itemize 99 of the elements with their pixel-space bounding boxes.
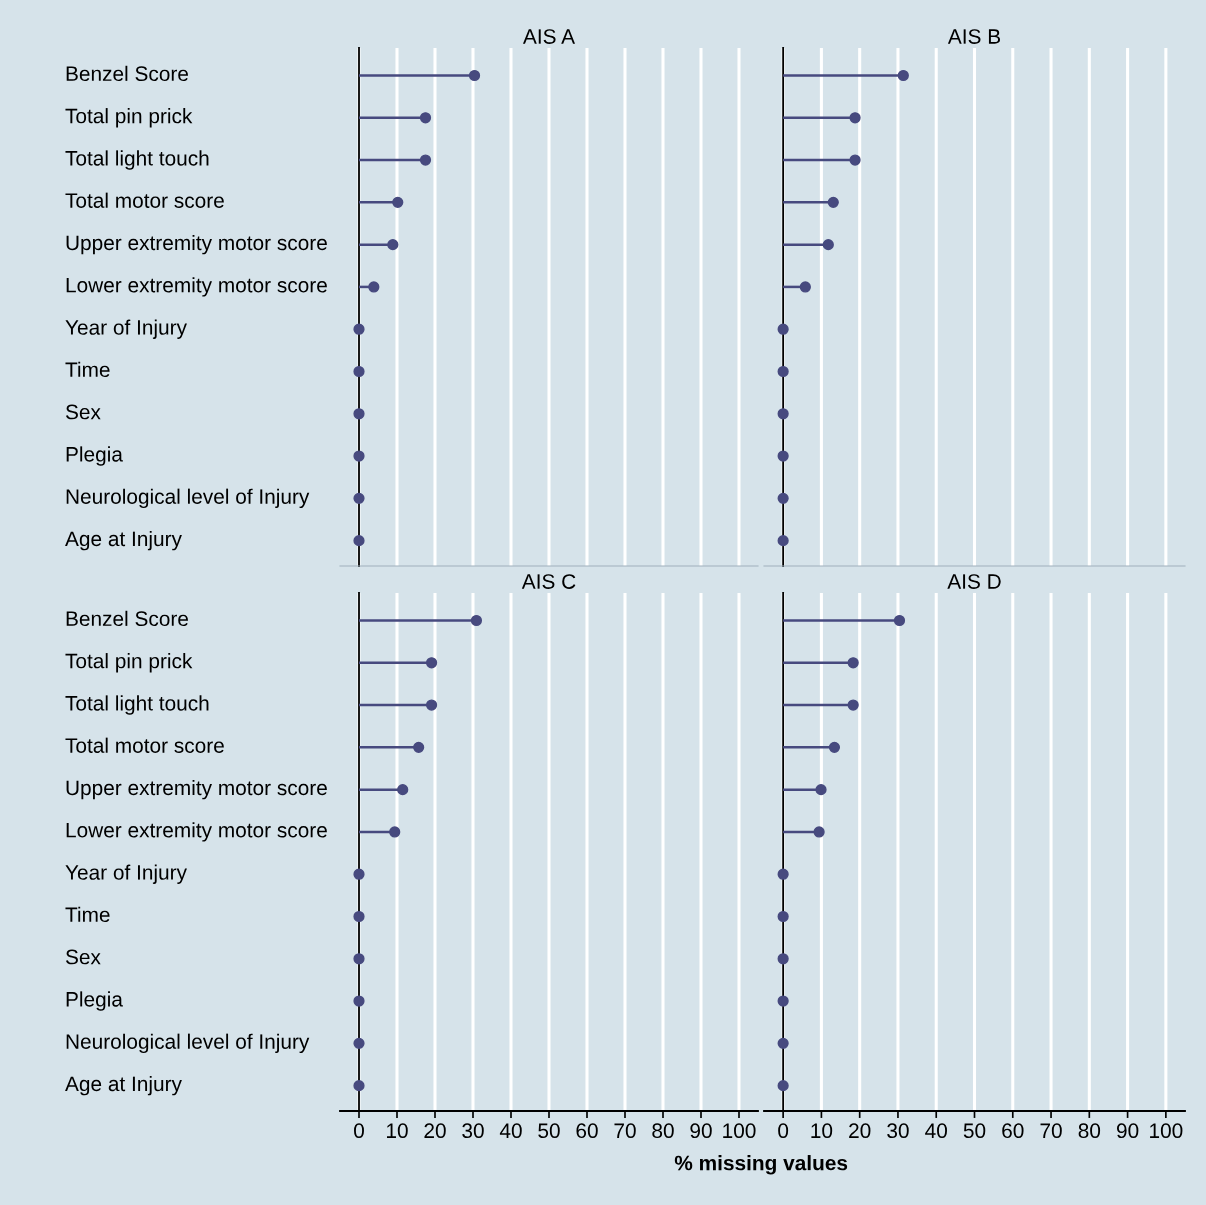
chart-title: AIS A [522,29,576,44]
point [813,826,825,838]
point [353,408,365,420]
point [353,1037,365,1049]
x-tick-label: 90 [690,1123,712,1139]
point [828,741,841,753]
point [777,910,789,923]
x-tick-label: 40 [925,1123,947,1139]
y-tick-label: Year of Injury [65,319,187,339]
point [777,1037,789,1049]
point [425,657,438,669]
x-tick-label: 100 [723,1123,756,1139]
x-tick-label: 50 [538,1123,560,1139]
x-tick-label: 80 [652,1123,674,1139]
point [799,281,811,293]
y-tick-label: Age at Injury [65,530,182,551]
point [815,784,827,796]
chart-title: AIS C [521,574,576,589]
y-tick-label: Lower extremity motor score [66,277,327,297]
x-tick-label: 30 [462,1123,484,1139]
y-tick-label: Age at Injury [65,1075,182,1096]
point [777,868,789,880]
point [353,995,365,1007]
x-tick-label: 70 [614,1123,636,1139]
x-tick-label: 40 [499,1123,522,1139]
point [777,323,789,335]
point [353,868,365,880]
point [827,196,839,208]
point [777,408,789,420]
point [353,323,365,335]
point [849,154,861,166]
x-tick-label: 20 [424,1123,446,1139]
point [353,535,365,547]
point [777,450,789,462]
point [419,154,432,166]
point [847,699,859,711]
y-tick-label: Upper extremity motor score [66,779,327,800]
y-tick-label: Lower extremity motor score [66,822,327,842]
y-tick-label: Total light touch [65,150,209,170]
y-tick-label: Total motor score [65,737,224,753]
point [397,784,409,796]
y-tick-label: Time [65,361,110,378]
point [777,365,789,378]
point [893,614,906,627]
x-tick-label: 0 [778,1123,789,1139]
point [847,657,859,669]
point [392,196,404,208]
y-tick-label: Neurological level of Injury [66,488,310,509]
point [468,69,481,82]
y-tick-label: Total pin prick [65,653,193,673]
point [389,826,401,838]
point [353,953,365,965]
point [777,1080,789,1092]
point [353,492,365,504]
x-tick-label: 70 [1040,1123,1062,1139]
y-tick-label: Sex [65,404,101,420]
point [353,365,365,378]
y-tick-label: Total light touch [65,695,209,715]
point [777,492,789,504]
point [849,112,861,124]
point [413,741,425,753]
point [353,450,365,462]
x-tick-label: 100 [1150,1123,1183,1139]
x-tick-label: 10 [811,1123,833,1139]
y-tick-label: Benzel Score [66,610,188,627]
point [425,699,438,711]
point [777,995,789,1007]
y-tick-label: Time [65,906,110,923]
y-tick-label: Total motor score [65,192,224,208]
y-tick-label: Neurological level of Injury [66,1033,310,1054]
chart-title: AIS D [947,574,1001,589]
point [777,535,789,547]
x-tick-label: 20 [849,1123,871,1139]
x-tick-label: 0 [354,1123,364,1139]
point [419,112,432,124]
y-tick-label: Plegia [66,446,123,466]
point [387,239,399,251]
chart-title: AIS B [947,29,1001,44]
x-tick-label: 30 [887,1123,909,1139]
x-tick-label: 80 [1078,1123,1101,1139]
y-tick-label: Year of Injury [65,864,187,884]
x-tick-label: 50 [963,1123,986,1139]
y-tick-label: Benzel Score [66,65,188,82]
x-tick-label: 10 [387,1123,408,1139]
y-tick-label: Upper extremity motor score [66,234,327,255]
point [897,69,909,82]
x-axis-title: % missing values [674,1155,848,1175]
point [470,614,483,627]
x-tick-label: 90 [1116,1123,1139,1139]
point [777,953,789,965]
point [822,239,834,251]
y-tick-label: Plegia [66,991,123,1011]
point [353,910,365,923]
y-tick-label: Total pin prick [65,108,193,128]
y-tick-label: Sex [65,949,101,965]
point [353,1080,365,1092]
point [368,281,380,293]
x-tick-label: 60 [576,1123,598,1139]
x-tick-label: 60 [1002,1123,1024,1139]
